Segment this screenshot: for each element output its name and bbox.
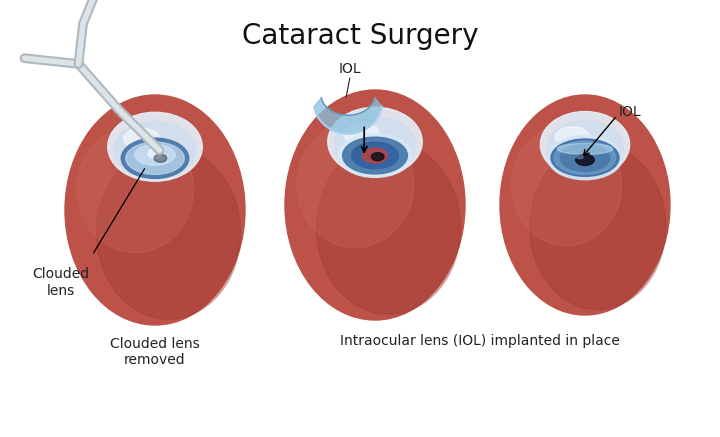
Ellipse shape	[343, 123, 379, 144]
Ellipse shape	[372, 153, 384, 161]
Ellipse shape	[77, 126, 194, 253]
Ellipse shape	[511, 125, 621, 246]
Ellipse shape	[548, 136, 622, 180]
Ellipse shape	[560, 144, 610, 171]
Ellipse shape	[124, 128, 160, 149]
Ellipse shape	[317, 142, 461, 314]
Ellipse shape	[297, 121, 414, 247]
Ellipse shape	[148, 149, 162, 158]
Ellipse shape	[114, 121, 196, 179]
Ellipse shape	[576, 154, 594, 165]
Text: Cataract Surgery: Cataract Surgery	[242, 22, 478, 50]
Text: IOL: IOL	[619, 104, 642, 118]
Ellipse shape	[285, 90, 465, 320]
Ellipse shape	[338, 134, 412, 177]
Text: Clouded lens
removed: Clouded lens removed	[110, 336, 200, 367]
Ellipse shape	[546, 120, 624, 175]
Text: IOL: IOL	[338, 62, 361, 76]
Text: Intraocular lens (IOL) implanted in place: Intraocular lens (IOL) implanted in plac…	[340, 334, 620, 348]
Ellipse shape	[121, 138, 189, 178]
Ellipse shape	[500, 95, 670, 315]
Ellipse shape	[343, 137, 408, 174]
Polygon shape	[314, 98, 382, 134]
Ellipse shape	[108, 112, 202, 181]
Ellipse shape	[65, 95, 245, 325]
Ellipse shape	[135, 145, 175, 165]
Ellipse shape	[530, 145, 666, 309]
Ellipse shape	[557, 143, 613, 154]
Ellipse shape	[541, 111, 629, 177]
Text: Clouded
lens: Clouded lens	[32, 267, 89, 298]
Ellipse shape	[362, 148, 387, 163]
Ellipse shape	[335, 116, 415, 174]
Ellipse shape	[555, 127, 589, 147]
Ellipse shape	[351, 142, 398, 169]
Ellipse shape	[96, 147, 240, 319]
Ellipse shape	[154, 154, 167, 162]
Ellipse shape	[328, 107, 422, 176]
Ellipse shape	[126, 142, 184, 174]
Ellipse shape	[554, 141, 616, 174]
Ellipse shape	[577, 154, 583, 159]
Ellipse shape	[551, 139, 619, 177]
